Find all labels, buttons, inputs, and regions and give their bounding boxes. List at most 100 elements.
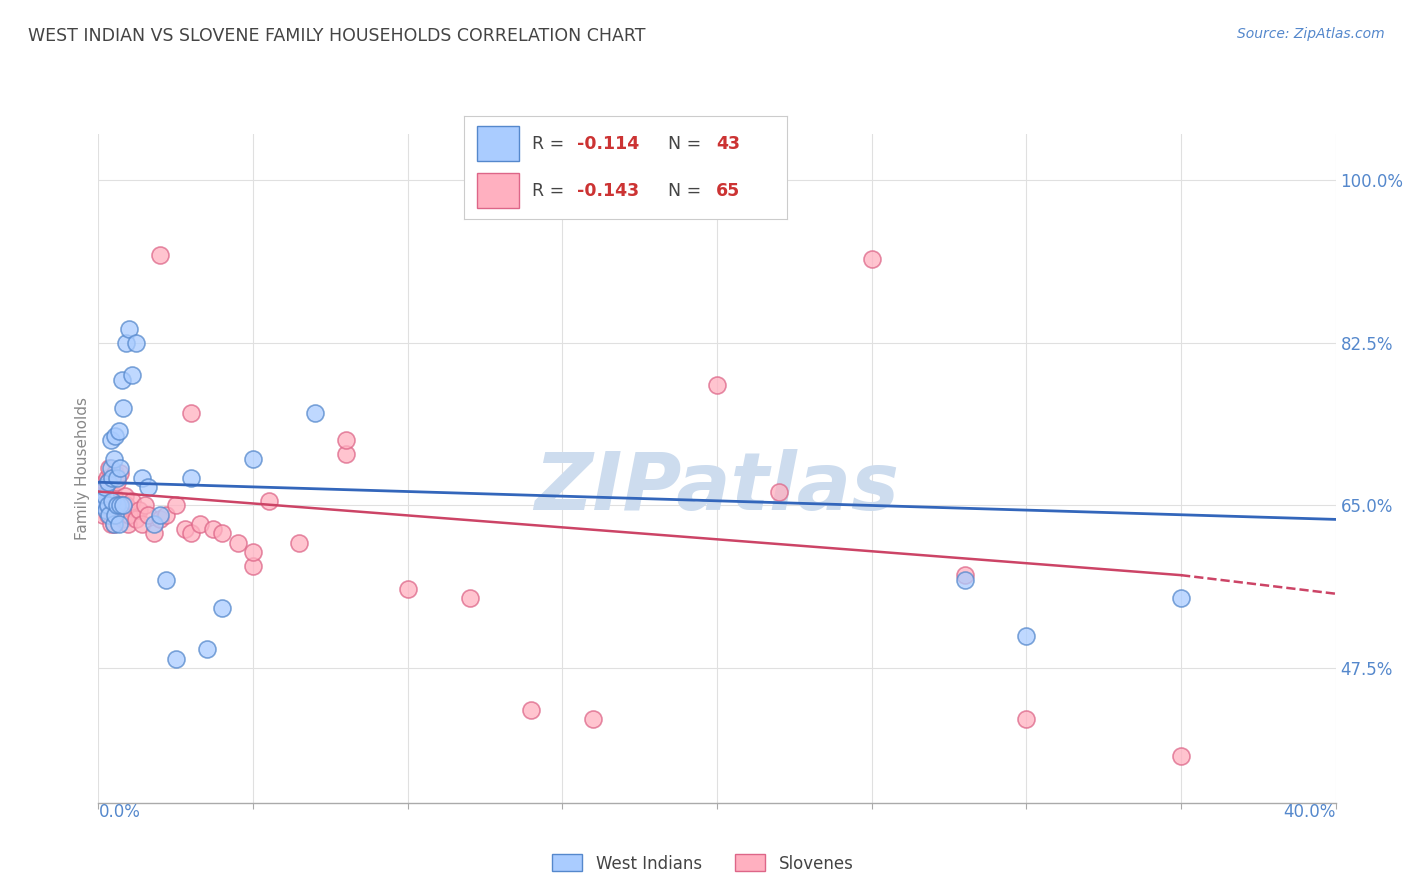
Point [96, 470, 118, 484]
Point [90, 499, 112, 513]
Point [93, 489, 115, 503]
Text: R =: R = [531, 135, 569, 153]
Text: R =: R = [531, 182, 569, 200]
Point [107, 424, 129, 438]
Point [97, 475, 120, 490]
Point [103, 489, 125, 503]
Point [118, 322, 141, 336]
Point [180, 526, 202, 541]
Point [226, 535, 249, 549]
Point [108, 466, 131, 480]
Point [396, 582, 419, 596]
Point [706, 377, 728, 392]
Point [953, 568, 976, 582]
Point [149, 508, 172, 522]
Point [174, 522, 197, 536]
Point [180, 406, 202, 420]
Point [121, 493, 143, 508]
Point [165, 652, 187, 666]
Point [1015, 629, 1038, 643]
Point [104, 508, 127, 522]
Point [98, 461, 121, 475]
Point [242, 452, 264, 467]
Point [111, 503, 134, 517]
Point [118, 508, 141, 522]
Point [101, 470, 124, 484]
Y-axis label: Family Households: Family Households [75, 397, 90, 540]
Point [242, 558, 264, 573]
Point [288, 535, 311, 549]
Point [108, 461, 131, 475]
Point [101, 470, 124, 484]
Point [304, 406, 326, 420]
Point [91, 493, 114, 508]
Point [520, 703, 543, 717]
Legend: West Indians, Slovenes: West Indians, Slovenes [546, 847, 860, 880]
Point [131, 470, 153, 484]
Point [104, 466, 127, 480]
Point [155, 508, 177, 522]
Text: 65: 65 [716, 182, 741, 200]
Point [91, 508, 114, 522]
Point [134, 499, 156, 513]
Point [107, 517, 129, 532]
Point [111, 373, 134, 387]
Point [112, 512, 135, 526]
Point [1015, 712, 1038, 726]
Point [107, 508, 129, 522]
Point [98, 508, 121, 522]
Point [108, 499, 131, 513]
Point [100, 517, 122, 532]
Point [97, 508, 120, 522]
Point [165, 499, 187, 513]
Point [91, 493, 114, 508]
Point [190, 517, 212, 532]
Text: ZIPatlas: ZIPatlas [534, 450, 900, 527]
Point [105, 475, 128, 490]
Text: -0.114: -0.114 [578, 135, 640, 153]
Point [211, 600, 233, 615]
Point [115, 335, 138, 350]
Point [335, 447, 357, 461]
Point [155, 573, 177, 587]
Point [201, 522, 224, 536]
Point [97, 499, 120, 513]
Point [131, 517, 153, 532]
Point [104, 508, 127, 522]
Text: 0.0%: 0.0% [98, 803, 141, 821]
Point [93, 489, 115, 503]
Point [101, 493, 124, 508]
Point [90, 499, 112, 513]
Point [136, 508, 159, 522]
Point [143, 517, 166, 532]
Text: -0.143: -0.143 [578, 182, 640, 200]
Point [1170, 749, 1192, 764]
Point [128, 503, 150, 517]
Point [100, 461, 122, 475]
Point [582, 712, 605, 726]
Point [114, 489, 136, 503]
Point [149, 247, 172, 261]
Point [93, 480, 115, 494]
Point [100, 434, 122, 448]
Point [1170, 591, 1192, 606]
Point [96, 499, 118, 513]
Point [103, 517, 125, 532]
Point [124, 335, 146, 350]
Point [115, 499, 138, 513]
Point [180, 470, 202, 484]
FancyBboxPatch shape [477, 127, 519, 161]
Text: Source: ZipAtlas.com: Source: ZipAtlas.com [1237, 27, 1385, 41]
Point [143, 526, 166, 541]
Text: N =: N = [668, 135, 706, 153]
Point [117, 517, 139, 532]
Text: 40.0%: 40.0% [1284, 803, 1336, 821]
Point [103, 517, 125, 532]
Point [105, 499, 128, 513]
Point [97, 475, 120, 490]
FancyBboxPatch shape [477, 173, 519, 208]
Text: N =: N = [668, 182, 706, 200]
Point [98, 499, 121, 513]
Point [242, 545, 264, 559]
Point [257, 493, 280, 508]
